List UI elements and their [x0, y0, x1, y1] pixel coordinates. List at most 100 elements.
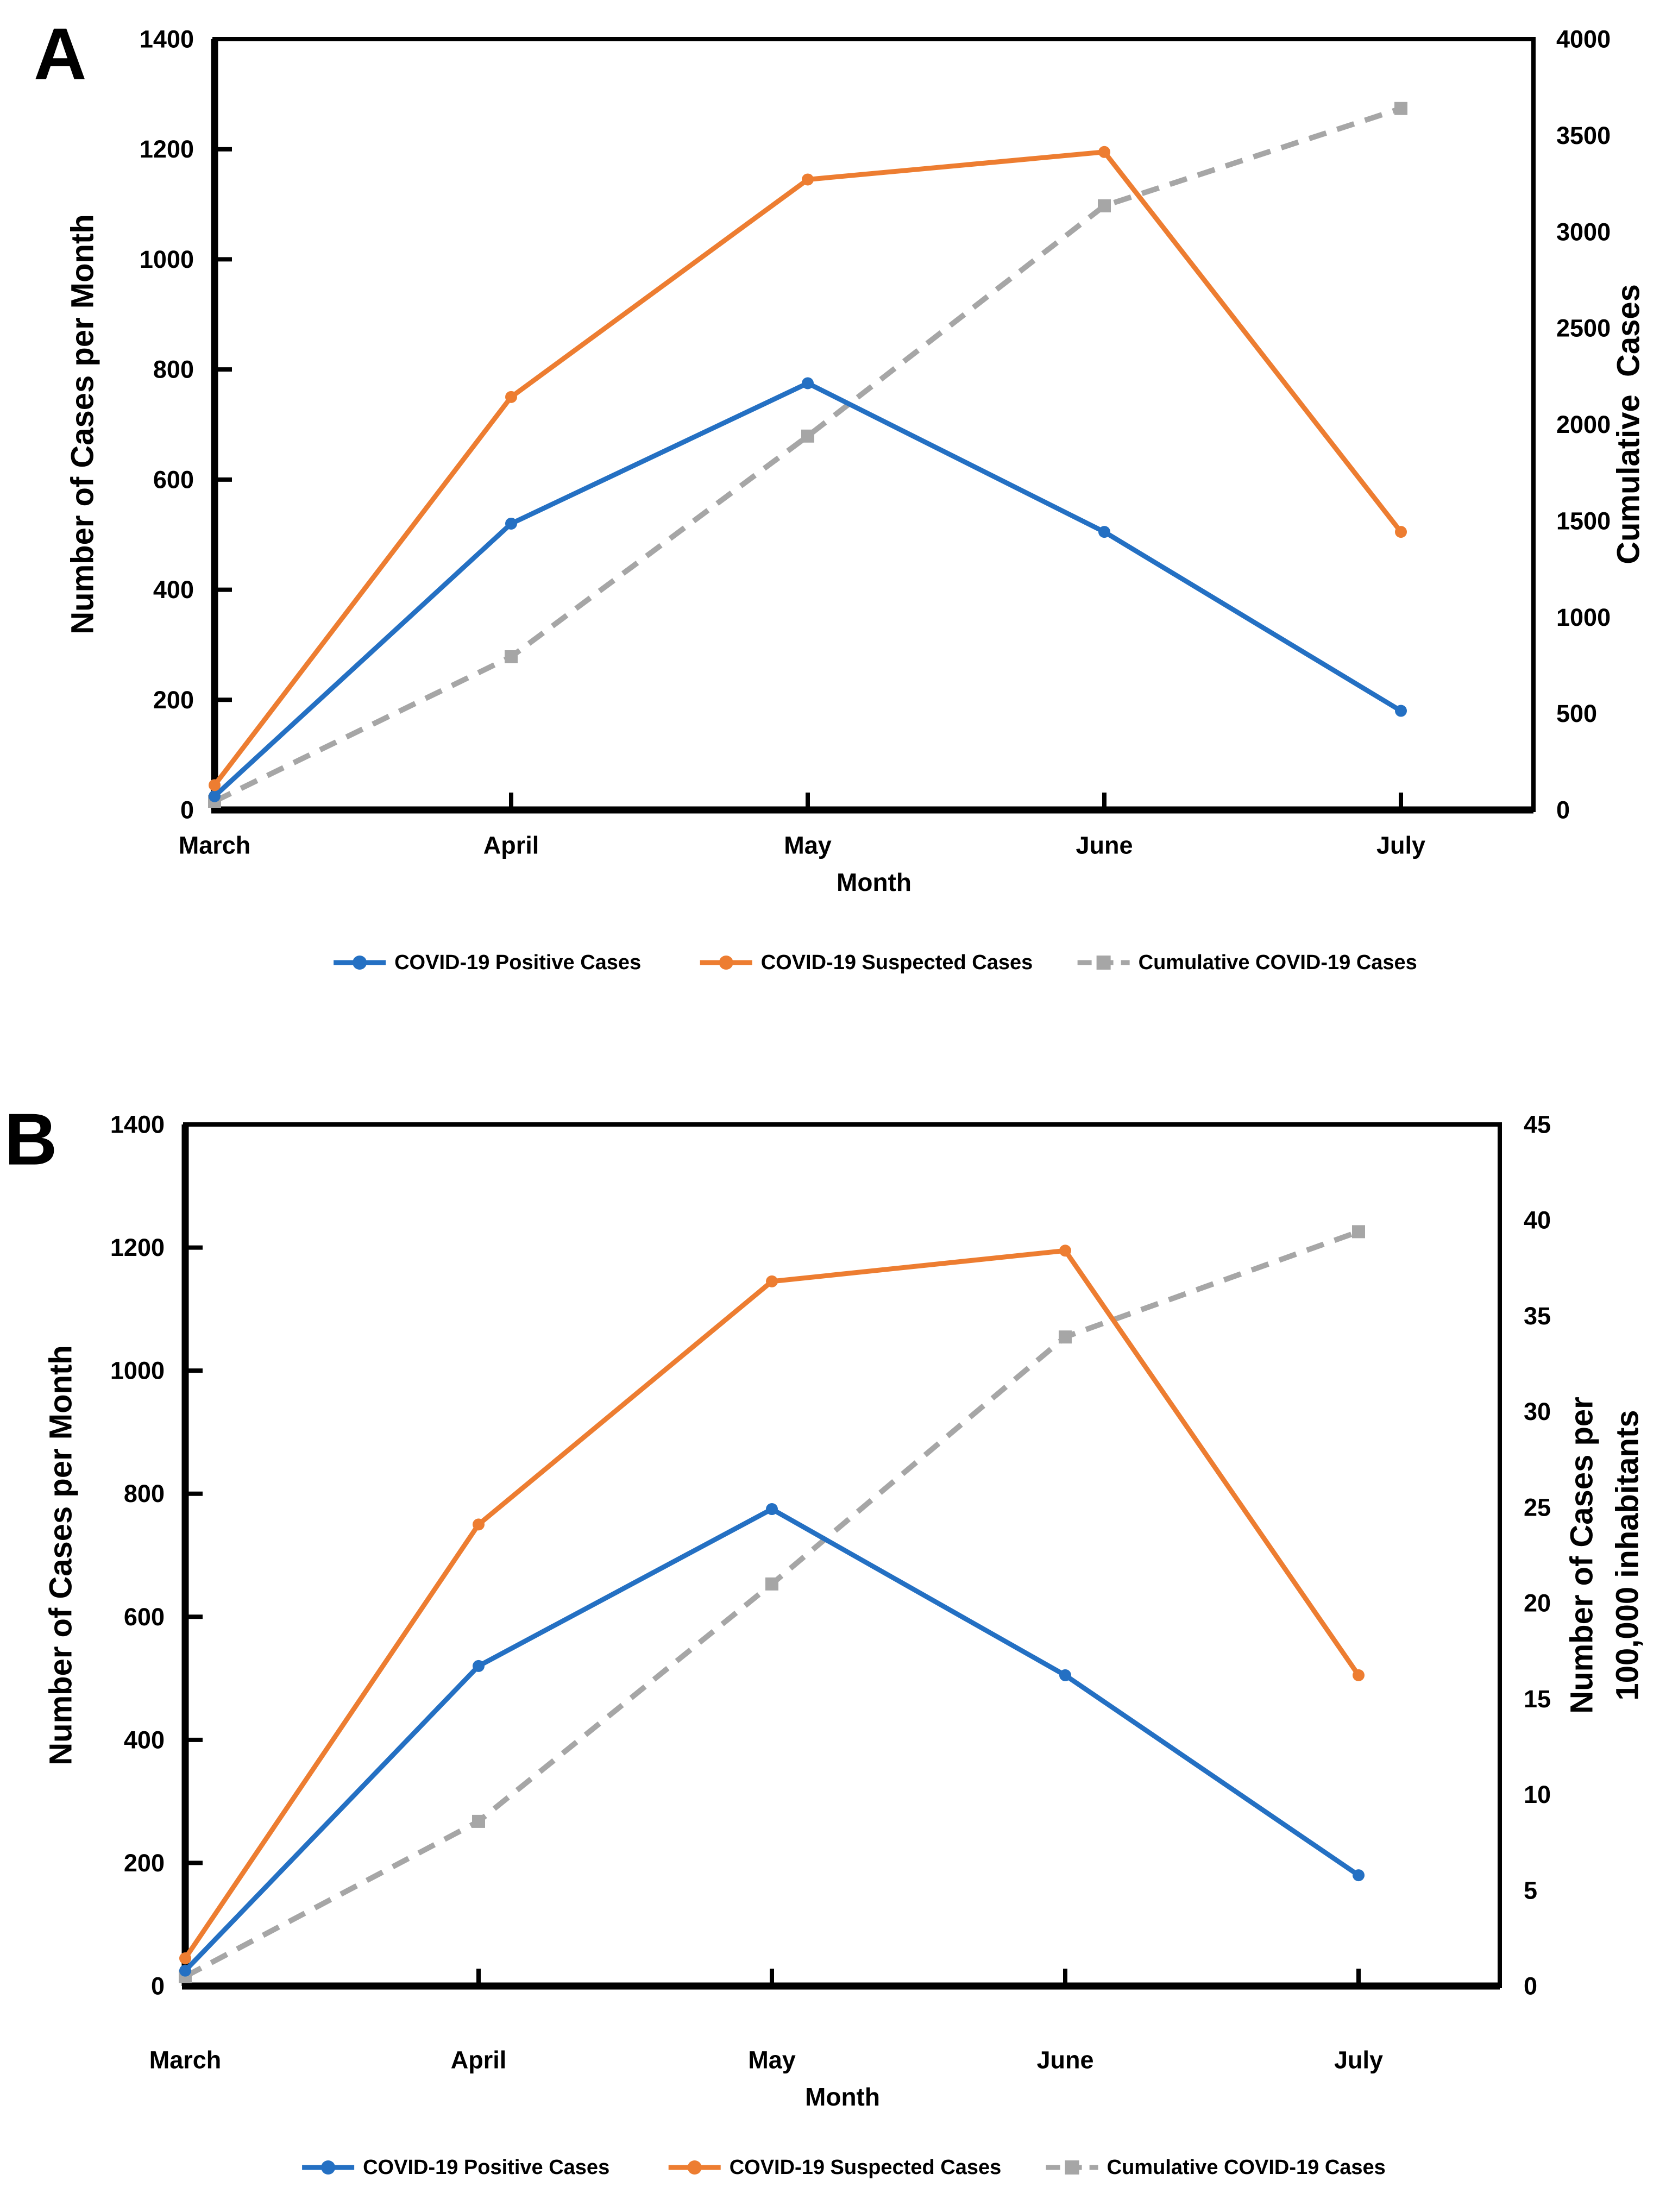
y-axis-right-title: Number of Cases per	[1564, 1397, 1600, 1713]
y-axis-right-tick-label: 3500	[1556, 122, 1611, 149]
data-point-marker	[179, 1964, 191, 1977]
y-axis-left-tick-label: 0	[151, 1972, 165, 2000]
y-axis-left-title: Number of Cases per Month	[43, 1345, 79, 1765]
data-point-marker	[179, 1952, 191, 1965]
y-axis-left-tick-label: 800	[124, 1480, 165, 1507]
series-line-cumulative	[213, 105, 1402, 804]
y-axis-right-tick-label: 20	[1524, 1589, 1551, 1617]
y-axis-left-tick-label: 200	[153, 686, 194, 714]
y-axis-right-tick-label: 45	[1524, 1111, 1551, 1139]
legend-label: Cumulative COVID-19 Cases	[1107, 2156, 1386, 2179]
data-point-marker	[1353, 1669, 1365, 1681]
series-line-positive	[212, 380, 1404, 799]
data-point-marker	[209, 790, 221, 802]
x-axis-tick-label: July	[1376, 832, 1425, 859]
legend-label: COVID-19 Positive Cases	[394, 951, 641, 974]
panel-label-b: B	[4, 1098, 58, 1180]
y-axis-left-tick-label: 200	[124, 1849, 165, 1877]
legend-marker	[321, 2160, 336, 2175]
y-axis-left-tick-label: 0	[180, 796, 194, 824]
y-axis-right-title: Cumulative Cases	[1611, 284, 1646, 564]
data-point-marker	[1098, 199, 1111, 212]
y-axis-right-tick-label: 1000	[1556, 604, 1611, 631]
data-point-marker	[1352, 1225, 1365, 1239]
panel-a: A 0 200 400 600 800 1000 1200 1400 0 500 1000 1500 20…	[34, 13, 1646, 974]
legend-item: COVID-19 Suspected Cases	[668, 2156, 1002, 2179]
series-line-suspected	[212, 149, 1404, 788]
y-axis-right-tick-label: 10	[1524, 1781, 1551, 1808]
data-point-marker	[472, 1814, 485, 1828]
plot-border	[212, 37, 1536, 812]
data-point-marker	[505, 517, 517, 530]
legend-label: Cumulative COVID-19 Cases	[1139, 951, 1417, 974]
legend-item: COVID-19 Positive Cases	[334, 951, 641, 974]
legend-label: COVID-19 Suspected Cases	[761, 951, 1033, 974]
legend-label: COVID-19 Suspected Cases	[730, 2156, 1002, 2179]
y-axis-right-title: 100,000 inhabitants	[1610, 1410, 1645, 1700]
y-axis-right-tick-label: 35	[1524, 1302, 1551, 1330]
y-axis-right-tick-label: 2500	[1556, 315, 1611, 342]
data-point-marker	[766, 1503, 778, 1516]
legend-item: Cumulative COVID-19 Cases	[1077, 951, 1417, 974]
y-axis-right-tick-label: 1500	[1556, 507, 1611, 535]
legend-item: Cumulative COVID-19 Cases	[1046, 2156, 1386, 2179]
y-axis-right-tick-label: 0	[1524, 1972, 1537, 2000]
data-point-marker	[765, 1577, 778, 1591]
y-axis-right-tick-label: 30	[1524, 1398, 1551, 1425]
legend-marker	[719, 956, 733, 970]
data-point-marker	[209, 779, 221, 791]
y-axis-left-tick-label: 600	[124, 1603, 165, 1631]
x-axis-tick-label: July	[1334, 2046, 1383, 2074]
y-axis-right-tick-label: 15	[1524, 1685, 1551, 1713]
x-axis-title: Month	[805, 2083, 880, 2111]
plot-border	[183, 1122, 1502, 1988]
data-point-marker	[802, 377, 814, 389]
data-point-marker	[505, 650, 518, 663]
y-axis-right-tick-label: 2000	[1556, 411, 1611, 438]
x-axis-tick-label: March	[149, 2046, 222, 2074]
y-axis-right-tick-label: 500	[1556, 700, 1597, 727]
y-axis-right-tick-label: 3000	[1556, 218, 1611, 246]
panel-b: B 0 200 400 600 800 1000 1200 1400 0 5 10 15 20 25 30 35…	[4, 1098, 1645, 2179]
data-point-marker	[505, 391, 517, 403]
legend-label: COVID-19 Positive Cases	[363, 2156, 609, 2179]
y-axis-left-tick-label: 400	[124, 1726, 165, 1754]
y-axis-right-tick-label: 5	[1524, 1876, 1537, 1904]
legend-marker	[1065, 2160, 1079, 2175]
y-axis-left-tick-label: 1400	[110, 1111, 165, 1139]
y-axis-right-tick-label: 25	[1524, 1493, 1551, 1521]
y-axis-left-title: Number of Cases per Month	[65, 214, 100, 634]
data-point-marker	[1059, 1330, 1072, 1344]
legend-marker	[1096, 956, 1111, 970]
series-line-cumulative	[184, 1229, 1360, 1979]
panel-label-a: A	[34, 13, 87, 95]
y-axis-left-tick-label: 1000	[110, 1357, 165, 1385]
series-line-suspected	[183, 1248, 1361, 1961]
legend-marker	[353, 956, 367, 970]
data-point-marker	[1395, 526, 1407, 538]
legend-item: COVID-19 Suspected Cases	[700, 951, 1033, 974]
data-point-marker	[766, 1275, 778, 1287]
x-axis-title: Month	[837, 868, 911, 896]
y-axis-left-tick-label: 400	[153, 576, 194, 604]
data-point-marker	[801, 429, 814, 443]
data-point-marker	[1395, 705, 1407, 717]
y-axis-left-tick-label: 1000	[140, 246, 194, 273]
data-point-marker	[473, 1518, 485, 1531]
data-point-marker	[1098, 146, 1110, 158]
x-axis-tick-label: April	[483, 832, 539, 859]
y-axis-right-tick-label: 4000	[1556, 26, 1611, 53]
x-axis-tick-label: June	[1076, 832, 1133, 859]
x-axis-tick-label: March	[179, 832, 251, 859]
data-point-marker	[1394, 102, 1407, 115]
x-axis-tick-label: April	[451, 2046, 507, 2074]
legend-marker	[687, 2160, 702, 2175]
y-axis-right-tick-label: 40	[1524, 1206, 1551, 1234]
legend-item: COVID-19 Positive Cases	[302, 2156, 609, 2179]
x-axis-tick-label: May	[748, 2046, 796, 2074]
y-axis-right-tick-label: 0	[1556, 796, 1570, 824]
data-point-marker	[1059, 1669, 1071, 1681]
data-point-marker	[1098, 526, 1110, 538]
